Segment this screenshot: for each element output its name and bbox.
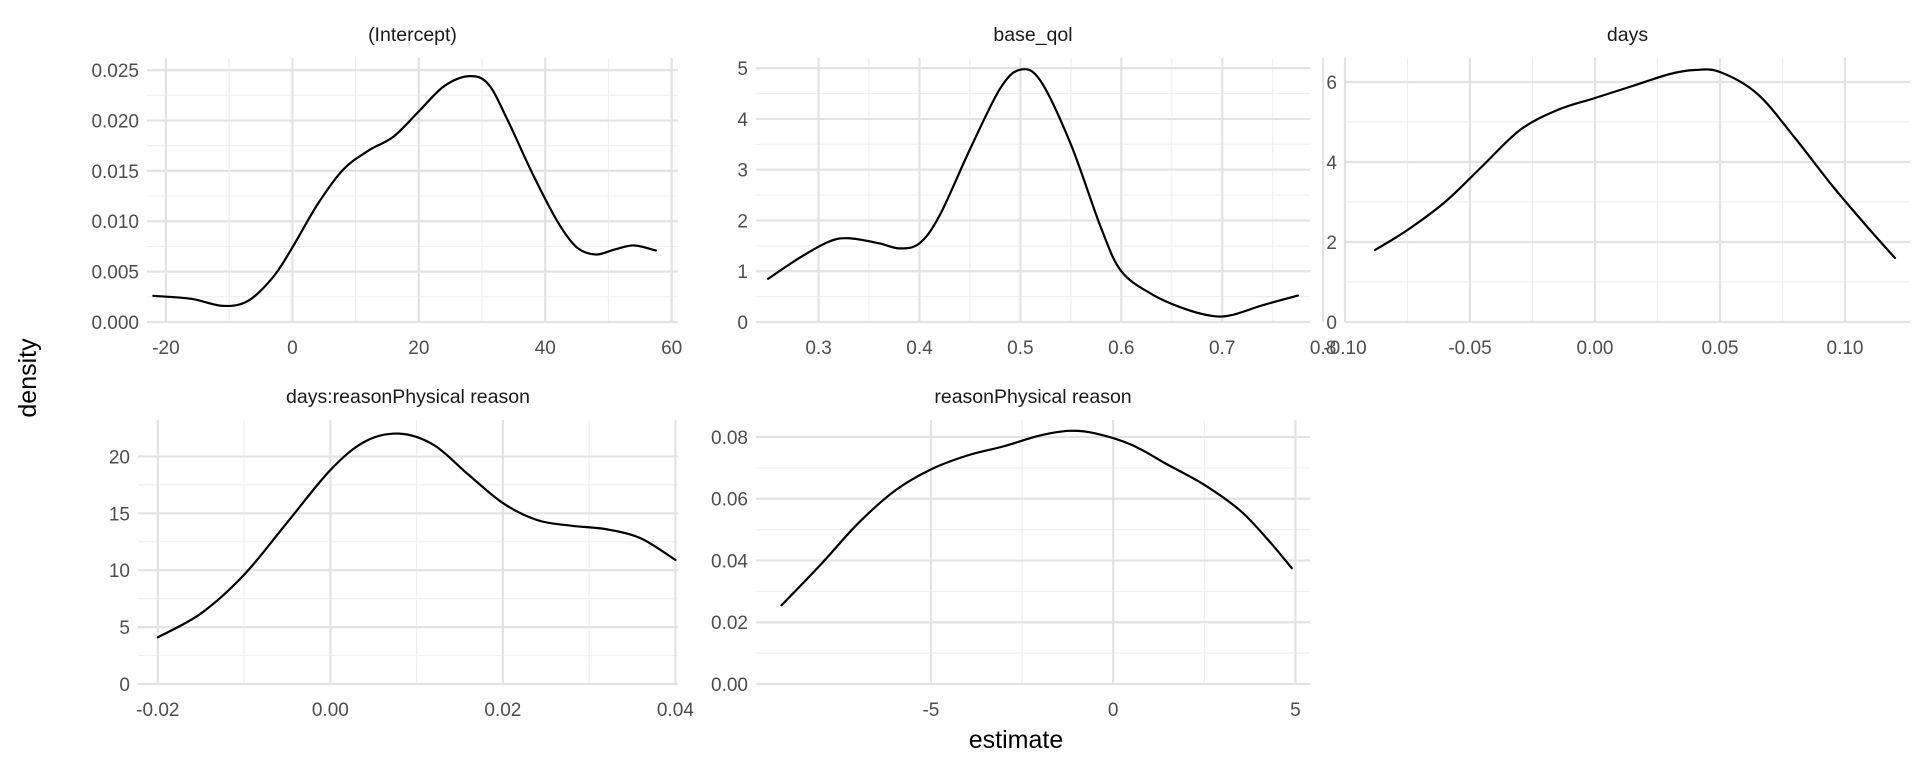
y-tick-label: 0.04 (711, 551, 748, 572)
facet-title: reasonPhysical reason (934, 386, 1131, 408)
y-tick-label: 3 (737, 161, 748, 182)
density-curve-base-qol (767, 68, 1299, 318)
facet-days: days -0.10 -0.05 0.00 0.05 0.10 0 2 4 6 (1323, 24, 1910, 359)
y-tick-label: 0.08 (711, 428, 748, 449)
facet-base-qol: base_qol 0.3 0.4 0.5 0.6 0.7 0.8 0 1 2 3 4 5 (737, 24, 1336, 359)
y-tick-label: 5 (119, 618, 130, 639)
y-tick-label: 15 (109, 504, 130, 525)
density-curve-intercept (152, 74, 657, 308)
density-curve-reasonphysical-reason (780, 429, 1293, 607)
y-tick-label: 0.06 (711, 490, 748, 511)
y-tick-label: 20 (109, 447, 130, 468)
x-tick-label: -5 (922, 700, 939, 721)
x-tick-label: 0.5 (1007, 338, 1033, 359)
y-tick-label: 0.005 (91, 263, 139, 284)
x-tick-label: 0.7 (1209, 338, 1235, 359)
x-tick-label: 0.00 (1577, 338, 1614, 359)
y-tick-label: 0.02 (711, 613, 748, 634)
x-tick-label: -0.02 (136, 700, 179, 721)
x-tick-label: 0.6 (1108, 338, 1134, 359)
facet-reasonphysical-reason: reasonPhysical reason -5 0 5 0.00 0.02 0.04 0.0… (711, 386, 1310, 721)
y-tick-label: 4 (737, 110, 748, 131)
facet-title: days (1607, 24, 1648, 46)
y-axis-title: density (14, 338, 42, 418)
x-tick-label: 0 (287, 338, 298, 359)
y-tick-label: 1 (737, 262, 748, 283)
y-tick-label: 0.010 (91, 212, 139, 233)
y-tick-label: 0.015 (91, 162, 139, 183)
y-tick-label: 4 (1326, 153, 1337, 174)
y-tick-label: 0 (737, 313, 748, 334)
y-tick-label: 2 (737, 211, 748, 232)
x-tick-label: 20 (408, 338, 429, 359)
x-tick-label: 0.00 (312, 700, 349, 721)
density-curve-days (1373, 68, 1897, 260)
y-tick-label: 0.025 (91, 61, 139, 82)
x-tick-label: 0.02 (484, 700, 521, 721)
x-tick-label: 5 (1290, 700, 1301, 721)
x-tick-label: -20 (152, 338, 179, 359)
facet-title: base_qol (993, 24, 1072, 46)
x-tick-label: 0.3 (805, 338, 831, 359)
x-axis-title: estimate (969, 726, 1063, 754)
x-tick-label: -0.05 (1448, 338, 1491, 359)
facet-title: days:reasonPhysical reason (286, 386, 530, 408)
y-tick-label: 0.000 (91, 313, 139, 334)
x-tick-label: 0.8 (1310, 338, 1336, 359)
y-tick-label: 0 (119, 675, 130, 696)
y-tick-label: 2 (1326, 233, 1337, 254)
y-tick-label: 0.020 (91, 111, 139, 132)
facet-days-reasonphysical-reason: days:reasonPhysical reason -0.02 0.00 0.02 0… (109, 386, 694, 721)
x-tick-label: -0.10 (1323, 338, 1366, 359)
y-tick-label: 10 (109, 561, 130, 582)
y-tick-label: 6 (1326, 73, 1337, 94)
facet-panels: (Intercept)-20 0 20 40 600.0000.0050.0100.01… (91, 24, 1910, 721)
y-tick-label: 5 (737, 59, 748, 80)
x-tick-label: 0.4 (906, 338, 933, 359)
x-tick-label: 0.04 (657, 700, 694, 721)
x-tick-label: 60 (661, 338, 682, 359)
facet-intercept: (Intercept) -20 0 20 40 60 0.000 0.005 0.010 0.01… (91, 24, 682, 359)
y-tick-label: 0.00 (711, 675, 748, 696)
x-tick-label: 40 (535, 338, 556, 359)
x-tick-label: 0.05 (1702, 338, 1739, 359)
density-curve-days-reasonphysical-reason (156, 432, 677, 639)
facet-title: (Intercept) (368, 24, 457, 46)
x-tick-label: 0 (1108, 700, 1119, 721)
y-tick-label: 0 (1326, 313, 1337, 334)
x-tick-label: 0.10 (1827, 338, 1864, 359)
